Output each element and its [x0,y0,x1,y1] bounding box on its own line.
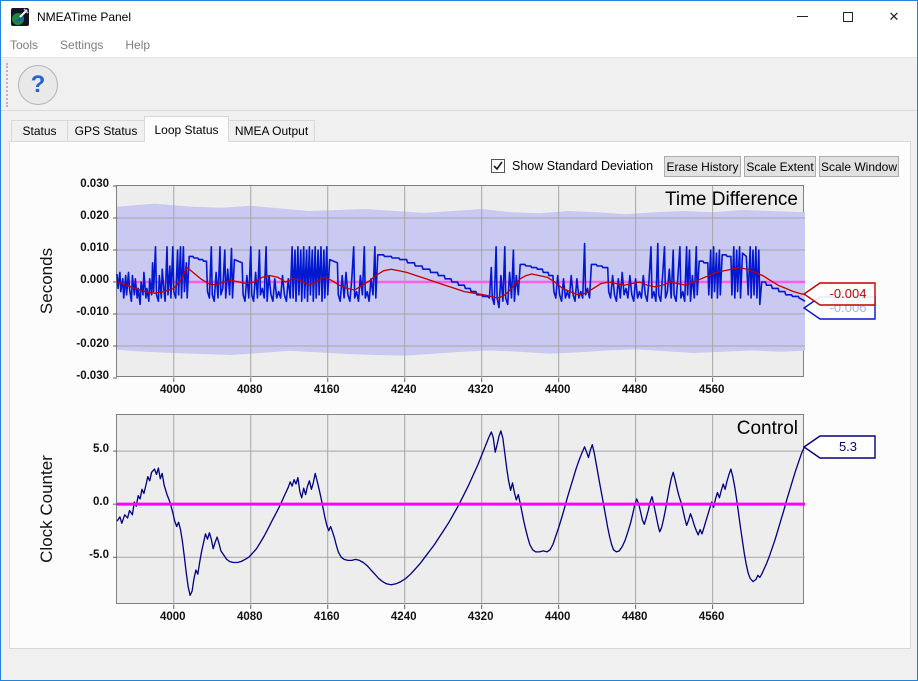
app-icon [11,8,29,26]
time-difference-plot-canvas [117,186,805,378]
window-bottom-strip [1,649,917,680]
value-callout: -0.006 [803,294,877,322]
time-difference-chart: Seconds Time Difference 4000 4080 4160 4240… [10,142,912,650]
y-axis-tick-label: 0.030 [63,178,109,190]
x-axis-tick-label: 4320 [457,611,505,623]
scale-window-button[interactable]: Scale Window [819,156,899,177]
minimize-icon [797,16,808,17]
loop-status-page: Show Standard Deviation Erase History Sc… [9,141,911,649]
y-axis-tick-label: 0.020 [63,210,109,222]
show-std-dev-checkbox[interactable] [491,159,505,173]
svg-text:5.3: 5.3 [839,439,857,454]
x-axis-tick-label: 4560 [688,384,736,396]
toolbar: ? [1,57,917,111]
close-button[interactable]: ✕ [871,1,917,32]
x-axis-tick-label: 4400 [534,611,582,623]
x-axis-tick-label: 4320 [457,384,505,396]
x-axis-tick-label: 4160 [303,611,351,623]
x-axis-tick-label: 4000 [149,611,197,623]
x-axis-tick-label: 4480 [611,384,659,396]
x-axis-tick-label: 4480 [611,611,659,623]
svg-text:-0.004: -0.004 [830,286,867,301]
window-title: NMEATime Panel [37,10,131,24]
control-plot-canvas [117,415,805,605]
menu-help[interactable]: Help [114,38,161,52]
maximize-button[interactable] [825,1,871,32]
y-axis-tick-label: 0.0 [63,496,109,508]
x-axis-tick-label: 4240 [380,384,428,396]
toolbar-grip[interactable] [6,63,9,107]
x-axis-tick-label: 4560 [688,611,736,623]
menu-tools[interactable]: Tools [1,38,49,52]
x-axis-tick-label: 4400 [534,384,582,396]
x-axis-tick-label: 4240 [380,611,428,623]
y-axis-tick-label: 5.0 [63,443,109,455]
checkmark-icon [492,160,504,172]
control-chart: Clock Counter Control 4000 4080 4160 4240 43… [10,142,912,650]
y-axis-tick-label: 0.000 [63,274,109,286]
tab-loop-status[interactable]: Loop Status [144,116,229,142]
y-axis-label-clock-counter: Clock Counter [37,413,59,605]
maximize-icon [843,12,853,22]
tab-strip: Status GPS Status Loop Status NMEA Outpu… [1,111,917,141]
minimize-button[interactable] [779,1,825,32]
svg-text:-0.006: -0.006 [830,300,867,315]
menu-bar: Tools Settings Help [1,32,917,57]
close-icon: ✕ [889,10,900,23]
x-axis-tick-label: 4160 [303,384,351,396]
y-axis-tick-label: -0.020 [63,338,109,350]
app-window: NMEATime Panel ✕ Tools Settings Help ? S… [0,0,918,681]
y-axis-tick-label: -0.030 [63,370,109,382]
y-axis-tick-label: 0.010 [63,242,109,254]
y-axis-tick-label: -5.0 [63,549,109,561]
y-axis-label-seconds: Seconds [37,185,59,377]
value-callout: 5.3 [803,433,877,461]
menu-settings[interactable]: Settings [49,38,114,52]
help-button[interactable]: ? [18,65,58,105]
scale-extent-button[interactable]: Scale Extent [744,156,816,177]
y-axis-tick-label: -0.010 [63,306,109,318]
erase-history-button[interactable]: Erase History [664,156,741,177]
question-mark-icon: ? [31,71,46,99]
tab-status[interactable]: Status [11,120,68,141]
x-axis-tick-label: 4080 [226,611,274,623]
time-difference-plot [116,185,804,377]
control-plot [116,414,804,604]
title-bar: NMEATime Panel ✕ [1,1,917,32]
time-difference-title: Time Difference [540,189,798,211]
x-axis-tick-label: 4000 [149,384,197,396]
value-callout: -0.004 [803,280,877,308]
tab-gps-status[interactable]: GPS Status [67,120,145,141]
tab-nmea-output[interactable]: NMEA Output [228,120,315,141]
control-title: Control [540,418,798,440]
show-std-dev-label: Show Standard Deviation [512,159,653,173]
x-axis-tick-label: 4080 [226,384,274,396]
